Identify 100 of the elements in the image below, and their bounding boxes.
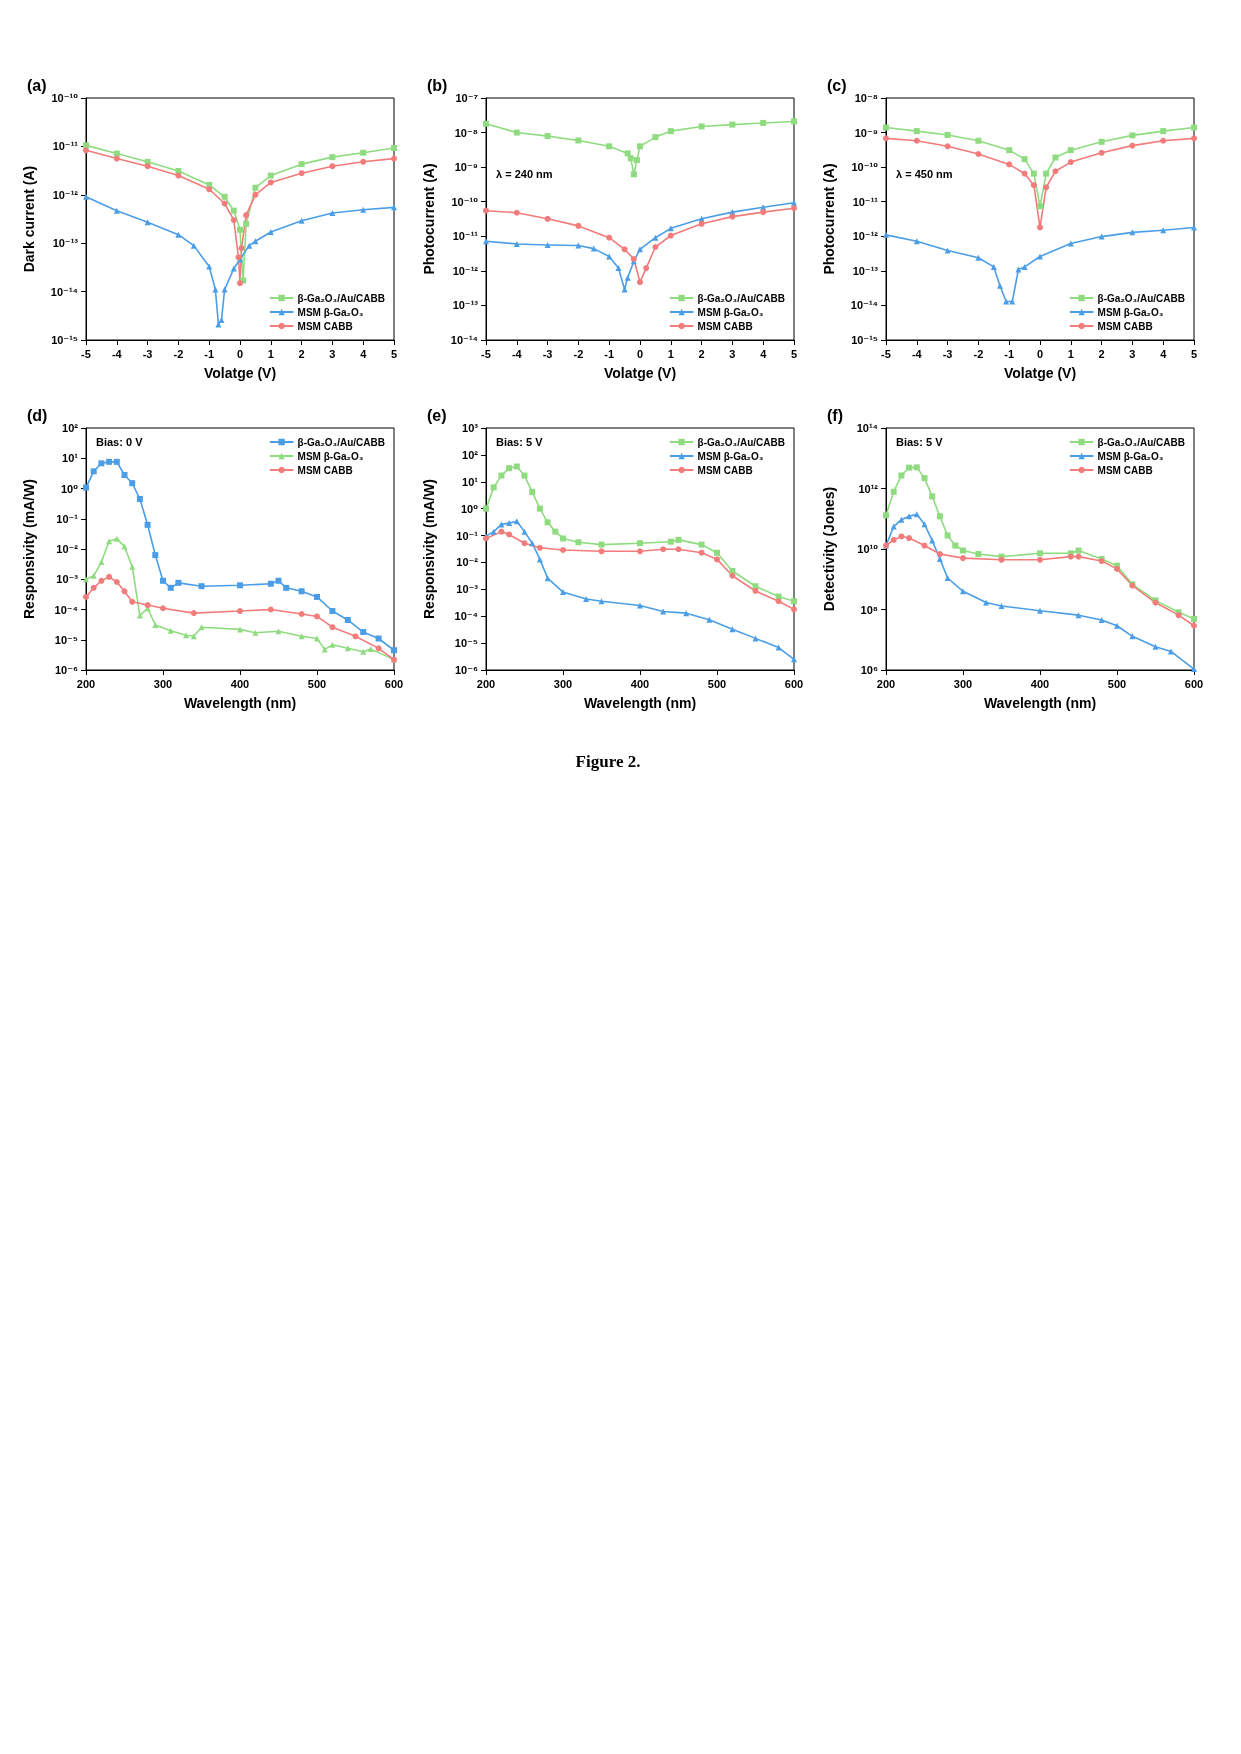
- x-tick-label: 300: [553, 677, 573, 690]
- legend-label: MSM CABB: [297, 320, 353, 332]
- x-tick-label: 500: [307, 677, 327, 690]
- chart-title: (c): [827, 76, 847, 94]
- y-tick-label: 10⁻⁴: [454, 610, 478, 623]
- x-tick-label: 1: [667, 347, 674, 360]
- x-axis-title: Volatge (V): [203, 365, 277, 381]
- legend-label: β-Ga₂O₃/Au/CABB: [697, 292, 786, 304]
- chart-title: (a): [27, 76, 47, 94]
- x-tick-label: -4: [111, 347, 123, 360]
- y-tick-label: 10¹: [462, 475, 479, 488]
- x-tick-label: 500: [1107, 677, 1127, 690]
- x-tick-label: 0: [1036, 347, 1044, 360]
- legend-label: MSM CABB: [697, 464, 753, 476]
- x-tick-label: -5: [81, 347, 91, 360]
- x-tick-label: 200: [876, 677, 896, 690]
- x-tick-label: 1: [1067, 347, 1074, 360]
- y-tick-label: 10⁻¹⁴: [850, 299, 878, 312]
- y-tick-label: 10⁻¹⁵: [851, 334, 878, 346]
- y-axis-title: Responsivity (mA/W): [21, 478, 37, 620]
- y-tick-label: 10¹²: [858, 482, 879, 495]
- y-axis-title: Responsivity (mA/W): [421, 478, 437, 620]
- x-tick-label: -2: [573, 347, 584, 360]
- x-tick-label: 4: [760, 347, 768, 360]
- x-tick-label: 2: [698, 347, 705, 360]
- x-tick-label: -4: [511, 347, 523, 360]
- y-axis-title: Detectivity (Jones): [821, 486, 837, 612]
- y-tick-label: 10⁻⁹: [854, 126, 878, 139]
- chart-title: (b): [427, 76, 448, 94]
- y-tick-label: 10⁻⁷: [455, 92, 479, 104]
- legend-label: MSM β-Ga₂O₃: [1097, 450, 1164, 462]
- legend-label: MSM CABB: [697, 320, 753, 332]
- chart-title: (f): [827, 406, 843, 424]
- x-axis-title: Volatge (V): [1003, 365, 1077, 381]
- y-tick-label: 10⁻¹⁰: [451, 195, 479, 208]
- y-tick-label: 10⁻¹³: [452, 299, 479, 312]
- x-tick-label: 3: [729, 347, 736, 360]
- x-tick-label: -3: [542, 347, 553, 360]
- y-tick-label: 10⁻¹¹: [452, 230, 479, 243]
- y-tick-label: 10⁻⁸: [854, 92, 878, 104]
- x-tick-label: 300: [153, 677, 173, 690]
- y-tick-label: 10⁻¹³: [852, 264, 879, 277]
- x-tick-label: -1: [1004, 347, 1015, 360]
- x-axis-title: Wavelength (nm): [983, 695, 1097, 711]
- y-tick-label: 10⁻²: [56, 543, 79, 555]
- x-tick-label: -5: [481, 347, 491, 360]
- legend-label: MSM CABB: [297, 464, 353, 476]
- x-tick-label: 0: [236, 347, 244, 360]
- annotation: Bias: 5 V: [496, 435, 544, 448]
- legend-label: β-Ga₂O₃/Au/CABB: [297, 436, 386, 448]
- y-tick-label: 10³: [462, 422, 479, 434]
- legend-label: β-Ga₂O₃/Au/CABB: [1097, 292, 1186, 304]
- x-tick-label: 2: [1098, 347, 1105, 360]
- x-tick-label: 5: [390, 347, 398, 360]
- y-tick-label: 10¹⁰: [857, 543, 879, 555]
- y-tick-label: 10⁻⁴: [54, 603, 78, 616]
- y-axis-title: Photocurrent (A): [821, 163, 837, 275]
- x-tick-label: 5: [790, 347, 798, 360]
- x-tick-label: 3: [1129, 347, 1136, 360]
- annotation: Bias: 0 V: [96, 435, 144, 448]
- y-tick-label: 10⁻¹⁰: [51, 92, 79, 104]
- y-tick-label: 10⁻¹: [56, 512, 79, 525]
- x-tick-label: -3: [142, 347, 153, 360]
- y-tick-label: 10⁻¹¹: [852, 195, 879, 208]
- y-axis-title: Dark current (A): [21, 165, 37, 273]
- y-tick-label: 10⁻¹³: [52, 237, 79, 250]
- legend-label: MSM β-Ga₂O₃: [697, 450, 764, 462]
- x-tick-label: 400: [230, 677, 250, 690]
- x-tick-label: -2: [973, 347, 984, 360]
- x-tick-label: -1: [604, 347, 615, 360]
- annotation: Bias: 5 V: [896, 435, 944, 448]
- x-axis-title: Volatge (V): [603, 365, 677, 381]
- y-tick-label: 10⁻¹¹: [52, 140, 79, 153]
- y-tick-label: 10⁻⁹: [454, 161, 478, 174]
- legend-label: MSM β-Ga₂O₃: [297, 450, 364, 462]
- y-tick-label: 10⁰: [460, 502, 479, 515]
- y-tick-label: 10⁻¹⁵: [51, 334, 78, 346]
- x-tick-label: 600: [384, 677, 404, 690]
- x-tick-label: -2: [173, 347, 184, 360]
- chart-title: (e): [427, 406, 447, 424]
- y-tick-label: 10⁻⁵: [454, 637, 478, 650]
- legend-label: MSM β-Ga₂O₃: [1097, 306, 1164, 318]
- y-tick-label: 10⁻¹²: [852, 230, 879, 243]
- y-tick-label: 10⁶: [860, 664, 878, 676]
- y-tick-label: 10⁻¹²: [452, 264, 479, 277]
- y-tick-label: 10⁻⁸: [454, 126, 478, 139]
- x-axis-title: Wavelength (nm): [183, 695, 297, 711]
- chart-title: (d): [27, 406, 48, 424]
- x-tick-label: 500: [707, 677, 727, 690]
- x-tick-label: 0: [636, 347, 644, 360]
- x-tick-label: 400: [630, 677, 650, 690]
- legend-label: β-Ga₂O₃/Au/CABB: [1097, 436, 1186, 448]
- y-tick-label: 10⁻⁶: [54, 664, 78, 676]
- y-tick-label: 10⁸: [860, 603, 878, 616]
- annotation: λ = 240 nm: [496, 167, 553, 180]
- y-tick-label: 10⁻⁶: [454, 664, 478, 676]
- y-tick-label: 10²: [62, 422, 79, 434]
- y-tick-label: 10⁻¹²: [52, 188, 79, 201]
- legend-label: MSM β-Ga₂O₃: [697, 306, 764, 318]
- y-axis-title: Photocurrent (A): [421, 163, 437, 275]
